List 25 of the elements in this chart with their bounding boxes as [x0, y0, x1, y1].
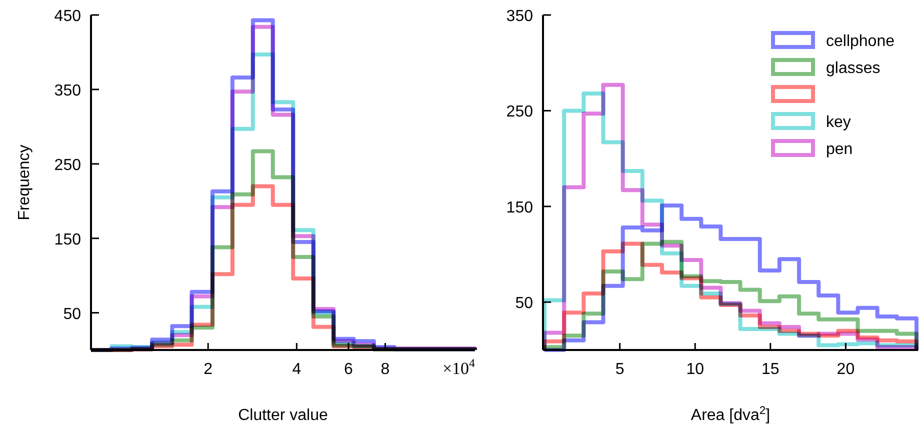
legend-label: pen [826, 141, 853, 158]
x-tick-label: 2 [204, 361, 213, 378]
y-tick-label: 450 [54, 8, 82, 25]
y-tick-label: 50 [63, 306, 82, 323]
y-tick-label: 150 [54, 231, 82, 248]
x-axis-title: Clutter value [238, 407, 328, 424]
x-tick-label: 15 [762, 361, 780, 378]
y-tick-label: 350 [506, 8, 534, 25]
legend-label: cellphone [826, 33, 895, 50]
x-tick-label: 20 [836, 361, 855, 378]
y-tick-label: 350 [54, 82, 82, 100]
text: ×10$^{4}$ [442, 356, 476, 378]
legend-label: key [826, 114, 851, 131]
y-tick-label: 250 [506, 104, 534, 121]
x-tick-label: 6 [344, 361, 354, 378]
y-tick-label: 150 [506, 199, 534, 216]
y-tick-label: 50 [515, 295, 534, 312]
x-tick-label: 8 [380, 361, 390, 378]
y-tick-label: 250 [54, 156, 82, 174]
x-tick-label: 4 [292, 361, 302, 378]
y-axis-title: Frequency [16, 144, 33, 220]
x-tick-label: 10 [686, 361, 704, 378]
legend-label: glasses [826, 60, 880, 77]
x-axis-title: Area [dva$^{2}$] [690, 405, 770, 424]
x-tick-label: 5 [615, 361, 624, 378]
